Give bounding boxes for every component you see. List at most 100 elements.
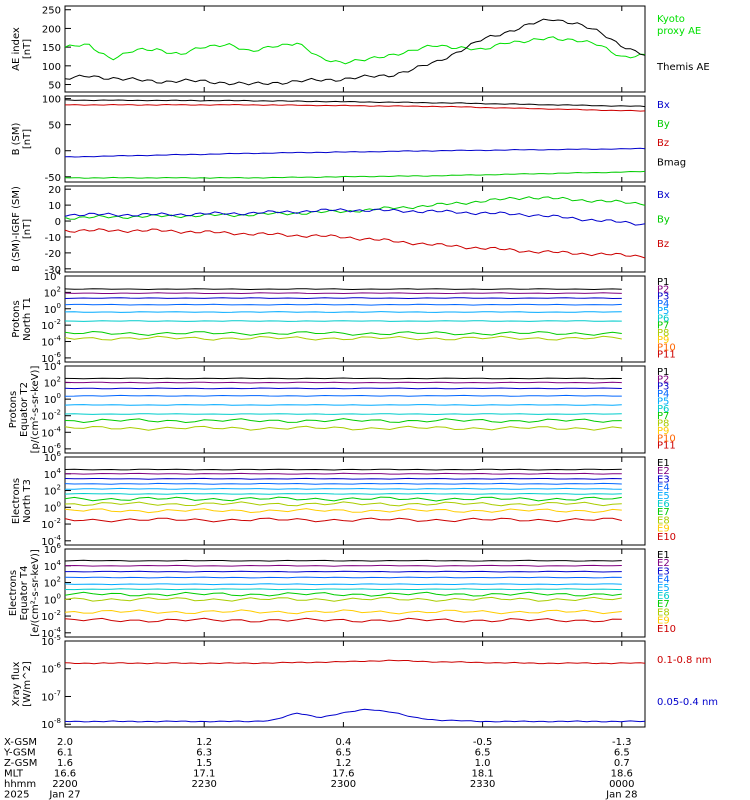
y-axis-label-line: Protons (8, 391, 19, 428)
legend-label: P3 (657, 292, 669, 303)
y-axis-label-line: Electrons (8, 570, 19, 616)
legend-label: E6 (657, 591, 670, 602)
y-axis-label: Xray flux [W/m^2] (11, 661, 33, 707)
y-axis-label-line: [e/(cm²-s-sr-keV)] (30, 549, 41, 637)
legend-label: E7 (657, 599, 670, 610)
legend-label: P7 (657, 321, 669, 332)
ephemeris-value: 18.1 (471, 769, 493, 780)
ephemeris-value: 1.0 (475, 758, 491, 769)
y-tick-label: 100 (44, 500, 61, 514)
legend-label: Bz (657, 138, 669, 149)
y-axis-label-line: [nT] (22, 39, 33, 59)
legend-label: Bz (657, 239, 669, 250)
channel-line (64, 492, 622, 495)
channel-line (64, 311, 622, 313)
y-tick-label: 10-6 (41, 442, 61, 456)
ephemeris-value: 0.7 (614, 758, 630, 769)
legend-label: 0.05-0.4 nm (657, 697, 718, 708)
legend-label: E1 (657, 458, 670, 469)
y-axis-label-line: [p/(cm²-s-sr-keV)] (30, 366, 41, 454)
legend-label: E2 (657, 466, 670, 477)
y-tick-label: 104 (44, 559, 62, 573)
y-tick-label: 100 (44, 302, 61, 316)
y-tick-label: 102 (44, 484, 61, 498)
y-tick-label: 10-7 (41, 689, 61, 703)
y-axis-label: AE index [nT] (11, 27, 33, 71)
y-axis-label: B (SM) [nT] (11, 122, 33, 155)
legend-label: P8 (657, 419, 669, 430)
y-tick-label: 150 (42, 43, 61, 54)
ephemeris-value: Jan 28 (605, 790, 637, 800)
ephemeris-table: X-GSM 2.0 1.2 0.4 -0.5 -1.3 Y-GSM 6.1 6.3 6.5 6.5 6… (3, 737, 637, 800)
panel-frame (64, 365, 646, 454)
channel-line (64, 508, 622, 514)
ephemeris-value: 16.6 (54, 769, 76, 780)
legend-label: P6 (657, 313, 669, 324)
y-tick-label: -30 (45, 265, 61, 276)
legend-label: E10 (657, 532, 676, 543)
panel-3: -30 -20 -10 0 10 20 B (SM)-IGRF (SM) [nT] Bx By Bz (11, 185, 670, 276)
panel-4: 10-6 10-4 10-2 100 102 104 Protons North T1 P1P2… (11, 269, 676, 365)
legend-label: Bx (657, 100, 670, 111)
y-tick-label: 10-2 (41, 409, 61, 423)
legend-label: P9 (657, 426, 669, 437)
legend-label: E6 (657, 499, 670, 510)
ephemeris-value: 6.5 (335, 748, 351, 759)
series-line (65, 103, 646, 112)
ephemeris-value: -0.5 (473, 737, 493, 748)
ephemeris-row-label: 2025 (4, 790, 29, 800)
y-axis-label-line: [W/m^2] (22, 661, 33, 707)
panel-8: 10-8 10-7 10-6 10-5 Xray flux [W/m^2] 0.1-0.8 … (11, 634, 718, 731)
y-tick-label: 100 (42, 62, 61, 73)
ephemeris-value: 2330 (470, 779, 495, 790)
channel-line (64, 330, 622, 336)
legend-label: By (657, 215, 670, 226)
y-tick-label: 102 (44, 376, 61, 390)
ephemeris-value: 6.5 (614, 748, 630, 759)
legend-label: P7 (657, 411, 669, 422)
ephemeris-value: 1.6 (57, 758, 73, 769)
channel-line (64, 288, 622, 291)
legend-label: proxy AE (657, 26, 701, 37)
legend-label: P2 (657, 284, 669, 295)
legend-label: P11 (657, 350, 676, 361)
channel-line (64, 609, 622, 615)
legend-label: P4 (657, 389, 669, 400)
y-tick-label: 10-2 (41, 517, 61, 531)
legend-label: E7 (657, 507, 670, 518)
series-line (64, 659, 646, 665)
channel-line (64, 583, 622, 586)
y-tick-label: 20 (48, 185, 61, 196)
y-tick-label: 10-4 (41, 425, 61, 439)
panel-frame (64, 95, 646, 183)
y-axis-label-line: Equator T2 (19, 382, 30, 437)
series-line (64, 147, 646, 158)
ephemeris-value: -1.3 (612, 737, 632, 748)
channel-line (64, 404, 622, 406)
panel-frame (64, 185, 646, 273)
channel-line (64, 564, 622, 567)
channel-line (64, 320, 622, 322)
ephemeris-row-label: hhmm (4, 779, 36, 790)
y-tick-label: 0 (55, 147, 61, 158)
ephemeris-value: 17.1 (193, 769, 215, 780)
legend-label: E8 (657, 607, 670, 618)
panel-frame (64, 548, 646, 638)
legend-label: E1 (657, 550, 670, 561)
channel-line (64, 517, 622, 523)
legend-label: Bx (657, 190, 670, 201)
y-tick-label: 100 (44, 592, 61, 606)
ephemeris-value: 2200 (52, 779, 77, 790)
legend-label: P1 (657, 367, 669, 378)
panel-frame (64, 640, 646, 728)
legend-label: P10 (657, 342, 676, 353)
ephemeris-row-label: X-GSM (4, 737, 37, 748)
y-axis-label-line: Xray flux (11, 662, 22, 707)
panel-frame (64, 5, 646, 93)
y-axis-label-line: Equator T4 (19, 566, 30, 621)
ephemeris-value: 17.6 (332, 769, 354, 780)
legend-label: E5 (657, 491, 670, 502)
y-tick-label: 104 (44, 359, 62, 373)
